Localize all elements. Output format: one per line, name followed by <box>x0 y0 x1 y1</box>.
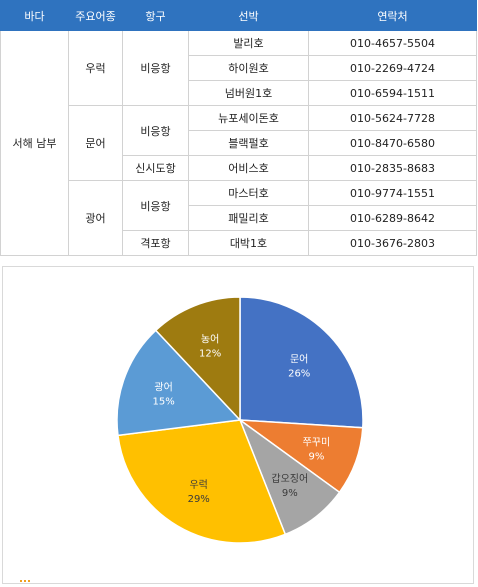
pie-chart-panel: 문어 26% 쭈꾸미 9% 갑오징어 9% 우럭 29% 광어 15% 농어 12% <box>2 266 474 584</box>
species-cell: 우럭 <box>68 30 123 106</box>
pie-slice <box>116 329 242 437</box>
table-row: 넘버원1호 010-6594-1511 <box>1 80 477 106</box>
phone-cell: 010-4657-5504 <box>308 30 477 56</box>
table-header-row: 바다 주요어종 항구 선박 연락처 <box>0 0 477 31</box>
species-cell: 광어 <box>68 180 123 256</box>
pie-slice <box>154 296 241 422</box>
table-row: 문어 비응항 뉴포세이돈호 010-5624-7728 <box>1 105 477 181</box>
phone-cell: 010-2269-4724 <box>308 55 477 81</box>
vessel-cell: 어비스호 <box>188 155 309 181</box>
slice-label: 쭈꾸미 <box>303 437 331 449</box>
slice-percent-label: 26% <box>288 368 310 379</box>
header-species: 주요어종 <box>68 0 123 31</box>
vessel-cell: 대박1호 <box>188 230 309 256</box>
pie-slice <box>239 296 364 429</box>
header-contact: 연락처 <box>308 0 477 31</box>
slice-label: 우럭 <box>189 479 207 491</box>
slice-percent-label: 15% <box>152 397 174 408</box>
header-port: 항구 <box>122 0 189 31</box>
vessel-cell: 넘버원1호 <box>188 80 309 106</box>
decorative-mark <box>20 580 30 586</box>
pie-slice <box>117 419 287 544</box>
phone-cell: 010-3676-2803 <box>308 230 477 256</box>
vessel-cell: 마스터호 <box>188 180 309 206</box>
table-row: 광어 비응항 마스터호 010-9774-1551 <box>1 180 477 256</box>
slice-label: 농어 <box>201 334 219 346</box>
slice-percent-label: 12% <box>199 349 221 360</box>
slice-percent-label: 29% <box>188 494 210 505</box>
header-vessel: 선박 <box>188 0 309 31</box>
table-row: 격포항 대박1호 010-3676-2803 <box>1 230 477 256</box>
port-cell: 비응항 <box>122 30 189 106</box>
vessel-cell: 발리호 <box>188 30 309 56</box>
vessel-cell: 하이원호 <box>188 55 309 81</box>
header-sea: 바다 <box>0 0 69 31</box>
sea-cell: 서해 남부 <box>0 30 69 256</box>
table-row: 패밀리호 010-6289-8642 <box>1 205 477 231</box>
phone-cell: 010-9774-1551 <box>308 180 477 206</box>
slice-percent-label: 9% <box>282 488 298 499</box>
port-cell: 비응항 <box>122 105 189 156</box>
vessel-cell: 뉴포세이돈호 <box>188 105 309 131</box>
table-row: 서해 남부 우럭 비응항 발리호 010-4657-5504 <box>0 30 477 256</box>
port-cell: 신시도항 <box>122 155 189 181</box>
slice-label: 문어 <box>290 353 308 365</box>
port-cell: 격포항 <box>122 230 189 256</box>
phone-cell: 010-2835-8683 <box>308 155 477 181</box>
phone-cell: 010-8470-6580 <box>308 130 477 156</box>
table-row: 하이원호 010-2269-4724 <box>1 55 477 81</box>
phone-cell: 010-6289-8642 <box>308 205 477 231</box>
fishing-boat-table: 바다 주요어종 항구 선박 연락처 서해 남부 우럭 비응항 발리호 010-4… <box>0 0 477 256</box>
vessel-cell: 패밀리호 <box>188 205 309 231</box>
species-cell: 문어 <box>68 105 123 181</box>
phone-cell: 010-6594-1511 <box>308 80 477 106</box>
table-row: 신시도항 어비스호 010-2835-8683 <box>1 155 477 181</box>
table-row: 블랙펄호 010-8470-6580 <box>1 130 477 156</box>
port-cell: 비응항 <box>122 180 189 231</box>
slice-label: 갑오징어 <box>271 473 308 485</box>
slice-label: 광어 <box>154 382 172 394</box>
vessel-cell: 블랙펄호 <box>188 130 309 156</box>
slice-percent-label: 9% <box>308 452 324 463</box>
phone-cell: 010-5624-7728 <box>308 105 477 131</box>
